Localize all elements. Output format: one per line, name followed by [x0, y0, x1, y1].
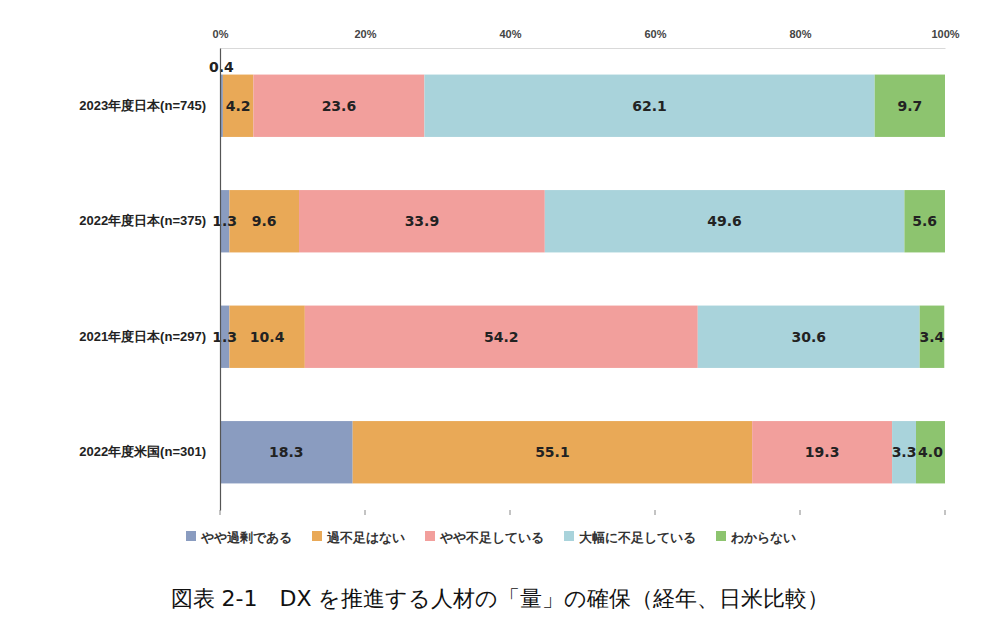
x-tick: 40%	[499, 28, 521, 48]
legend-swatch	[425, 531, 435, 541]
legend-label: 大幅に不足している	[579, 530, 696, 545]
legend-swatch	[312, 531, 322, 541]
y-tick-label: 2022年度日本(n=375)	[79, 213, 206, 228]
x-tick: 80%	[789, 28, 811, 48]
bar-segment	[892, 421, 916, 483]
bar-segment	[424, 75, 874, 137]
y-tick-label: 2022年度米国(n=301)	[79, 444, 206, 459]
x-tick-mark-bottom	[945, 510, 946, 515]
bar-segment	[545, 190, 905, 252]
legend-swatch	[716, 531, 726, 541]
legend: やや過剰である 過不足はない やや不足している 大幅に不足している わからない	[186, 530, 796, 545]
y-tick: 2021年度日本(n=297)	[79, 329, 220, 344]
data-labels: 0.4 1.3 1.3 18.3 4.2 9.6 10.4 55.1 23.6 33.9 54.2 1…	[209, 59, 945, 460]
bar-segment	[299, 190, 545, 252]
legend-label: やや過剰である	[200, 530, 292, 545]
bar-segment	[698, 306, 920, 368]
data-label: 54.2	[484, 329, 519, 345]
bar-segment	[353, 421, 752, 483]
bars	[220, 75, 945, 484]
x-tick-label: 0%	[213, 28, 229, 40]
bar-segment	[916, 421, 945, 483]
x-tick: 20%	[354, 28, 376, 48]
data-label: 33.9	[405, 213, 440, 229]
data-label: 23.6	[322, 98, 357, 114]
title: 図表 2-1 DX を推進する人材の「量」の確保（経年、日米比較）	[171, 586, 830, 611]
x-tick-mark-bottom	[365, 510, 366, 515]
data-label: 62.1	[632, 98, 667, 114]
y-tick: 2022年度米国(n=301)	[79, 444, 220, 459]
y-tick-label: 2023年度日本(n=745)	[79, 98, 206, 113]
data-label: 55.1	[535, 444, 570, 460]
legend-item: やや不足している	[425, 530, 544, 545]
y-axis-line	[220, 49, 221, 511]
legend-label: 過不足はない	[326, 530, 405, 545]
legend-label: やや不足している	[439, 530, 544, 545]
data-label: 9.6	[252, 213, 277, 229]
data-label: 5.6	[912, 213, 937, 229]
chart: 0.4 1.3 1.3 18.3 4.2 9.6 10.4 55.1 23.6 33.9 54.2 1…	[0, 0, 1000, 636]
data-label: 30.6	[791, 329, 826, 345]
x-tick-label: 20%	[354, 28, 376, 40]
bar-segment	[875, 75, 945, 137]
x-tick-label: 40%	[499, 28, 521, 40]
bar-segment	[223, 75, 253, 137]
x-tick: 100%	[931, 28, 959, 48]
x-tick-label: 100%	[931, 28, 959, 40]
x-tick-label: 60%	[644, 28, 666, 40]
data-label: 1.3	[212, 213, 237, 229]
data-label: 0.4	[209, 59, 234, 75]
bar-segment	[920, 306, 945, 368]
x-axis-line	[221, 48, 946, 49]
x-tick: 60%	[644, 28, 666, 48]
data-label: 3.4	[920, 329, 945, 345]
x-tick-mark-bottom	[510, 510, 511, 515]
legend-item: やや過剰である	[186, 530, 292, 545]
bar-segment	[220, 421, 353, 483]
legend-item: 過不足はない	[312, 530, 405, 545]
x-tick-mark-bottom	[800, 510, 801, 515]
data-label: 4.2	[226, 98, 251, 114]
data-label: 10.4	[250, 329, 285, 345]
bar-segment	[253, 75, 424, 137]
y-axis: 2023年度日本(n=745) 2022年度日本(n=375) 2021年度日本(n…	[79, 49, 220, 511]
x-tick-mark-bottom	[655, 510, 656, 515]
x-axis: 0% 20% 40% 60% 80% 100%	[213, 28, 960, 49]
y-tick: 2023年度日本(n=745)	[79, 98, 220, 113]
data-label: 4.0	[918, 444, 943, 460]
x-tick: 0%	[213, 28, 229, 48]
bar-segment	[229, 190, 299, 252]
data-label: 19.3	[805, 444, 840, 460]
bar-segment	[904, 190, 945, 252]
x-tick-label: 80%	[789, 28, 811, 40]
legend-item: 大幅に不足している	[564, 530, 696, 545]
legend-label: わからない	[730, 530, 796, 545]
legend-swatch	[564, 531, 574, 541]
data-label: 3.3	[892, 444, 917, 460]
x-tick-mark-bottom	[220, 510, 221, 515]
data-label: 9.7	[897, 98, 922, 114]
bar-segment	[305, 306, 698, 368]
bar-segment	[752, 421, 892, 483]
data-label: 1.3	[212, 329, 237, 345]
y-tick: 2022年度日本(n=375)	[79, 213, 220, 228]
data-label: 18.3	[269, 444, 304, 460]
legend-swatch	[186, 531, 196, 541]
legend-item: わからない	[716, 530, 796, 545]
data-label: 49.6	[707, 213, 742, 229]
x-axis-bottom	[220, 510, 945, 515]
y-tick-label: 2021年度日本(n=297)	[79, 329, 206, 344]
bar-segment	[229, 306, 304, 368]
